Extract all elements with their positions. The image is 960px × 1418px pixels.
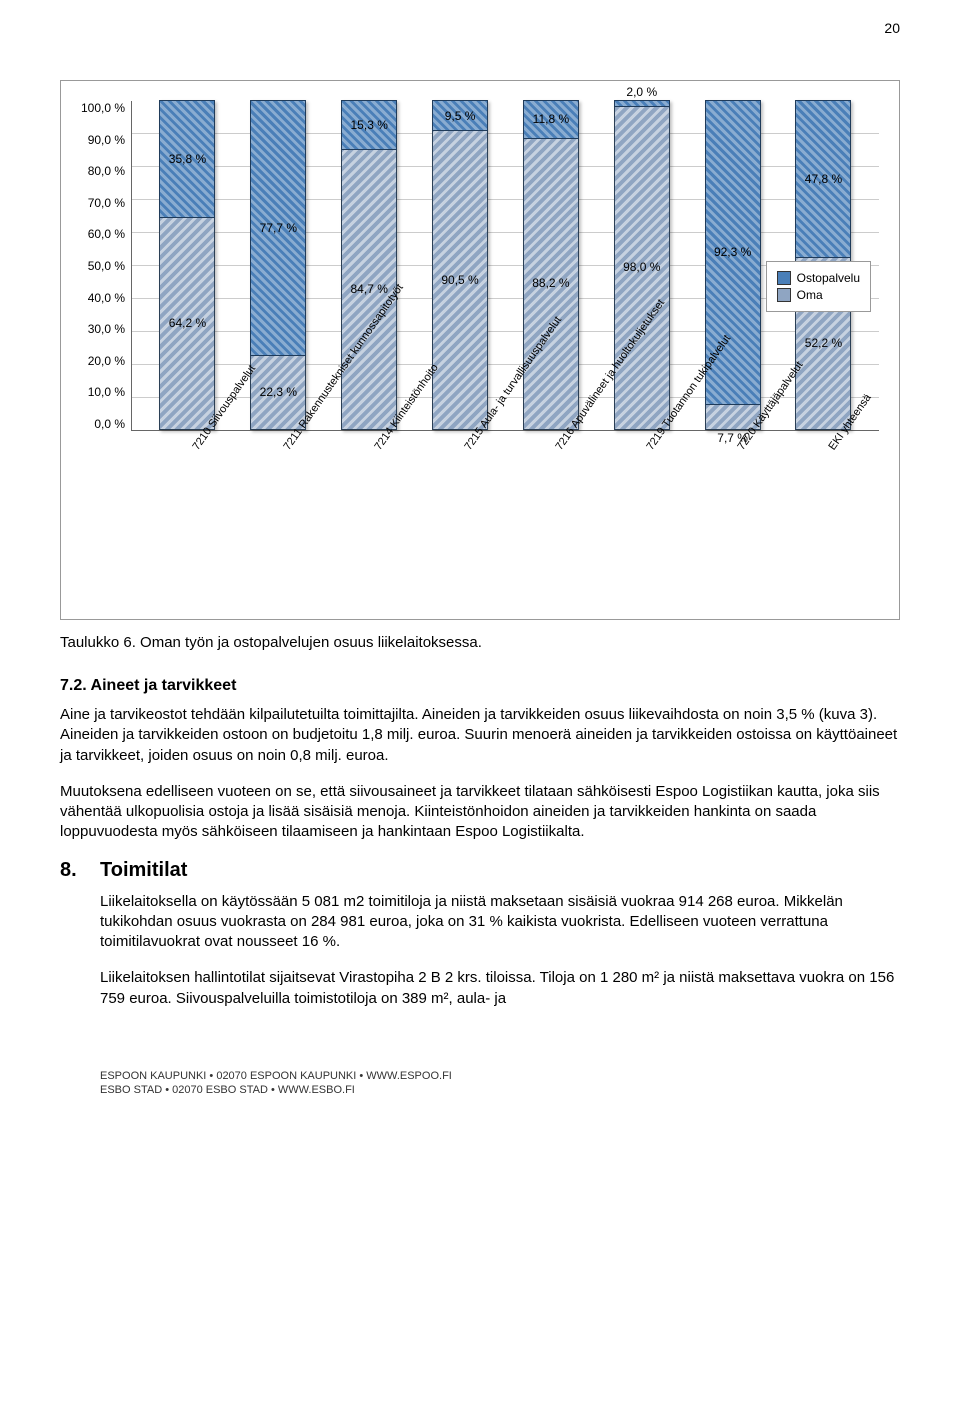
section-8-number: 8. — [60, 859, 100, 882]
bar-segment-ostopalvelu: 35,8 % — [159, 100, 215, 218]
bar-segment-oma: 90,5 % — [432, 131, 488, 430]
x-tick-label: 7219 Tuotannon tukipalvelut — [613, 431, 669, 591]
bar-column: 9,5 % 90,5 % — [432, 100, 488, 430]
bar-value-bot: 84,7 % — [351, 282, 388, 296]
legend-swatch-oma — [777, 288, 791, 302]
bar-value-top: 11,8 % — [533, 112, 569, 126]
y-tick-label: 90,0 % — [81, 133, 125, 147]
bar-segment-ostopalvelu: 47,8 % — [795, 100, 851, 258]
bar-value-top: 35,8 % — [169, 152, 206, 166]
x-tick-label: 7220 Käyttäjäpalvelut — [704, 431, 760, 591]
bar-value-bot: 22,3 % — [260, 385, 297, 399]
bar: 92,3 %7,7 % — [705, 100, 761, 430]
y-tick-label: 40,0 % — [81, 291, 125, 305]
bar: 35,8 % 64,2 % — [159, 100, 215, 430]
y-tick-label: 30,0 % — [81, 322, 125, 336]
bar-column: 92,3 %7,7 % — [705, 100, 761, 430]
bar: 77,7 % 22,3 % — [250, 100, 306, 430]
bar-value-top: 2,0 % — [626, 85, 657, 99]
bar-value-bot: 7,7 % — [717, 431, 748, 445]
bar-segment-oma: 22,3 % — [250, 356, 306, 430]
y-tick-label: 50,0 % — [81, 259, 125, 273]
y-tick-label: 60,0 % — [81, 227, 125, 241]
y-tick-label: 10,0 % — [81, 385, 125, 399]
bar-segment-ostopalvelu: 11,8 % — [523, 100, 579, 139]
bar-segment-oma: 88,2 % — [523, 139, 579, 430]
chart-caption: Taulukko 6. Oman työn ja ostopalvelujen … — [60, 634, 900, 651]
legend-swatch-ostopalvelu — [777, 271, 791, 285]
bar-value-bot: 52,2 % — [805, 336, 842, 350]
bar-column: 77,7 % 22,3 % — [250, 100, 306, 430]
legend-item-oma: Oma — [777, 288, 860, 302]
bar-column: 11,8 % 88,2 % — [523, 100, 579, 430]
page: 20 100,0 % 90,0 % 80,0 % 70,0 % 60,0 % 50,0 %… — [0, 0, 960, 1157]
x-tick-label: 7216 Apuvälineet ja huoltokuljetukset — [522, 431, 578, 591]
y-tick-label: 70,0 % — [81, 196, 125, 210]
bar-segment-ostopalvelu: 9,5 % — [432, 100, 488, 131]
bar: 11,8 % 88,2 % — [523, 100, 579, 430]
bar-segment-oma: 98,0 % — [614, 107, 670, 430]
section-8-heading: Toimitilat — [100, 859, 900, 882]
x-tick-label: 7210 Siivouspalvelut — [159, 431, 215, 591]
y-tick-label: 20,0 % — [81, 354, 125, 368]
bar-column: 35,8 % 64,2 % — [159, 100, 215, 430]
chart-legend: Ostopalvelu Oma — [766, 261, 871, 312]
bar-segment-ostopalvelu: 15,3 % — [341, 100, 397, 150]
bar-value-top: 15,3 % — [351, 118, 388, 132]
section-72-heading: 7.2. Aineet ja tarvikkeet — [60, 677, 900, 695]
bar-value-top: 77,7 % — [260, 221, 297, 235]
bar-segment-oma: 64,2 % — [159, 218, 215, 430]
y-tick-label: 0,0 % — [81, 417, 125, 431]
x-axis-labels: 7210 Siivouspalvelut 7211 Rakennusteknise… — [131, 431, 879, 591]
x-tick-label: 7211 Rakennustekniset kunnossapitotyöt — [250, 431, 306, 591]
footer-line-1: ESPOON KAUPUNKI • 02070 ESPOON KAUPUNKI … — [100, 1069, 900, 1083]
bar-value-bot: 90,5 % — [441, 273, 478, 287]
bar-column: 15,3 % 84,7 % — [341, 100, 397, 430]
x-tick-label: 7214 Kiinteistönhoito — [341, 431, 397, 591]
bar-segment-ostopalvelu: 2,0 % — [614, 100, 670, 107]
page-footer: ESPOON KAUPUNKI • 02070 ESPOON KAUPUNKI … — [100, 1069, 900, 1098]
legend-label-ostopalvelu: Ostopalvelu — [797, 271, 860, 285]
bar-value-bot: 64,2 % — [169, 316, 206, 330]
y-tick-label: 80,0 % — [81, 164, 125, 178]
section-72-p1: Aine ja tarvikeostot tehdään kilpailutet… — [60, 705, 900, 766]
legend-item-ostopalvelu: Ostopalvelu — [777, 271, 860, 285]
bar-segment-ostopalvelu: 77,7 % — [250, 100, 306, 356]
bar: 2,0 % 98,0 % — [614, 100, 670, 430]
bar-value-bot: 98,0 % — [623, 260, 660, 274]
section-8-p2: Liikelaitoksen hallintotilat sijaitsevat… — [100, 968, 900, 1009]
x-tick-label: EKI yhteensä — [795, 431, 851, 591]
bar-column: 2,0 % 98,0 % — [614, 100, 670, 430]
bar: 15,3 % 84,7 % — [341, 100, 397, 430]
bar-value-bot: 88,2 % — [532, 276, 569, 290]
bar-value-top: 47,8 % — [805, 172, 842, 186]
footer-line-2: ESBO STAD • 02070 ESBO STAD • WWW.ESBO.F… — [100, 1083, 900, 1097]
bar-value-top: 9,5 % — [445, 109, 476, 123]
bar-value-top: 92,3 % — [714, 245, 751, 259]
x-tick-label: 7215 Aula- ja turvallisuuspalvelut — [431, 431, 487, 591]
y-axis: 100,0 % 90,0 % 80,0 % 70,0 % 60,0 % 50,0 % 40,… — [81, 101, 131, 431]
section-72-p2: Muutoksena edelliseen vuoteen on se, ett… — [60, 782, 900, 843]
legend-label-oma: Oma — [797, 288, 823, 302]
page-number: 20 — [884, 20, 900, 36]
bar: 9,5 % 90,5 % — [432, 100, 488, 430]
section-8-p1: Liikelaitoksella on käytössään 5 081 m2 … — [100, 892, 900, 953]
y-tick-label: 100,0 % — [81, 101, 125, 115]
chart-container: 100,0 % 90,0 % 80,0 % 70,0 % 60,0 % 50,0 % 40,… — [60, 80, 900, 620]
